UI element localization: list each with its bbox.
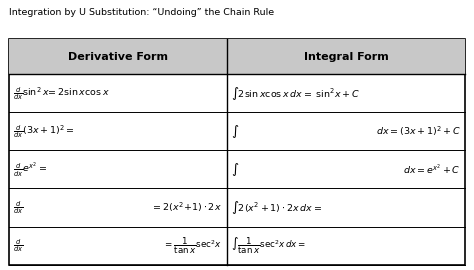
Text: $\frac{d}{dx}$: $\frac{d}{dx}$ (13, 237, 24, 254)
Text: $\int$: $\int$ (231, 161, 239, 178)
Text: $= 2(x^2\!+\!1)\cdot 2x$: $= 2(x^2\!+\!1)\cdot 2x$ (151, 201, 222, 214)
Text: $\int\dfrac{1}{\tan x}\sec^2\!x\,dx =$: $\int\dfrac{1}{\tan x}\sec^2\!x\,dx =$ (231, 235, 306, 256)
Text: Derivative Form: Derivative Form (68, 52, 167, 62)
Text: $\frac{d}{dx}e^{x^2} =$: $\frac{d}{dx}e^{x^2} =$ (13, 160, 47, 179)
Text: Integral Form: Integral Form (304, 52, 388, 62)
Text: $\frac{d}{dx}\sin^2 x\!= 2\sin x\cos x$: $\frac{d}{dx}\sin^2 x\!= 2\sin x\cos x$ (13, 85, 110, 102)
Text: Integration by U Substitution: “Undoing” the Chain Rule: Integration by U Substitution: “Undoing”… (9, 8, 273, 17)
Text: $dx = e^{x^2} + C$: $dx = e^{x^2} + C$ (403, 162, 461, 177)
Text: $dx = (3x+1)^2 + C$: $dx = (3x+1)^2 + C$ (376, 124, 461, 138)
Text: $=\dfrac{1}{\tan x}\sec^2\!x$: $=\dfrac{1}{\tan x}\sec^2\!x$ (163, 235, 222, 256)
Bar (9, 39, 465, 74)
Text: $\frac{d}{dx}(3x+1)^2 =$: $\frac{d}{dx}(3x+1)^2 =$ (13, 123, 75, 140)
Text: $\int 2\sin x\cos x\,dx =\ \sin^2\!x + C$: $\int 2\sin x\cos x\,dx =\ \sin^2\!x + C… (231, 85, 360, 102)
Text: $\int$: $\int$ (231, 123, 239, 140)
Text: $\frac{d}{dx}$: $\frac{d}{dx}$ (13, 199, 24, 216)
Text: $\int 2(x^2+1)\cdot 2x\,dx =$: $\int 2(x^2+1)\cdot 2x\,dx =$ (231, 199, 322, 216)
Bar (9, 39, 465, 265)
